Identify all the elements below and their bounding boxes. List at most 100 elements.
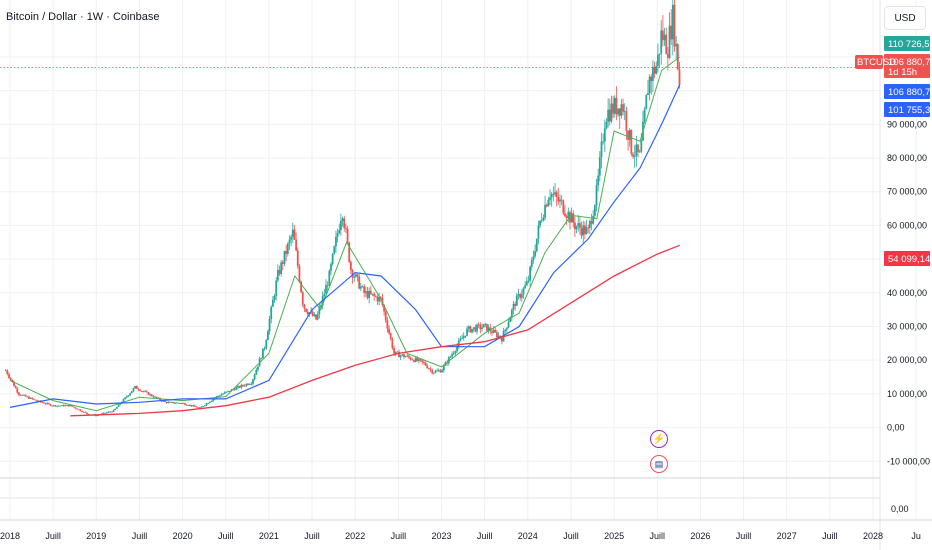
candle-body	[240, 384, 243, 388]
candle-body	[625, 111, 628, 131]
candle-body	[447, 357, 450, 364]
x-tick-label: 2026	[690, 531, 710, 541]
candle-body	[320, 305, 322, 308]
candle-body	[250, 383, 253, 385]
candle-body	[263, 348, 266, 350]
candle-body	[331, 253, 334, 265]
candle-body	[14, 386, 17, 389]
candle-body	[605, 122, 608, 129]
candle-body	[401, 354, 404, 356]
currency-selector[interactable]: USD	[884, 6, 926, 30]
candle-body	[632, 154, 634, 157]
candle-body	[6, 370, 9, 375]
candle-body	[555, 192, 558, 197]
candle-body	[179, 403, 181, 404]
candle-body	[442, 365, 445, 371]
candle-body	[145, 391, 148, 393]
candle-body	[544, 204, 546, 218]
candle-body	[660, 30, 663, 54]
candle-body	[471, 328, 473, 333]
candle-body	[283, 250, 286, 264]
candle-body	[426, 365, 429, 369]
candle-body	[388, 328, 390, 334]
candle-body	[11, 379, 14, 382]
y-tick-label: -10 000,00	[887, 456, 930, 466]
candle-body	[298, 266, 301, 282]
candle-body	[16, 388, 19, 393]
candle-body	[162, 400, 165, 402]
candle-body	[262, 348, 264, 359]
candle-body	[403, 354, 405, 358]
candle-body	[657, 54, 659, 66]
candle-body	[29, 397, 32, 399]
candle-body	[655, 65, 658, 74]
candle-body	[486, 323, 488, 331]
candle-body	[127, 395, 130, 397]
candle-body	[4, 370, 7, 372]
lightning-icon[interactable]: ⚡	[650, 430, 668, 448]
ma-mid-line	[9, 84, 681, 408]
candle-body	[189, 405, 191, 406]
candle-body	[574, 222, 576, 230]
price-label-box	[884, 102, 930, 117]
candle-body	[311, 311, 314, 316]
candle-body	[492, 329, 495, 334]
candle-body	[109, 411, 112, 413]
candle-body	[260, 358, 263, 360]
candle-body	[424, 362, 427, 366]
y-tick-label: 60 000,00	[887, 220, 927, 230]
candle-body	[547, 199, 550, 207]
candle-body	[585, 227, 588, 234]
candle-body	[175, 402, 178, 404]
x-tick-label: Juill	[649, 531, 665, 541]
y-tick-label: 30 000,00	[887, 321, 927, 331]
price-label: 106 880,71	[888, 87, 932, 98]
candle-body	[36, 400, 39, 402]
candle-body	[286, 243, 289, 254]
x-tick-label: 2025	[604, 531, 624, 541]
candle-body	[615, 97, 618, 115]
candle-body	[633, 156, 636, 157]
candle-body	[8, 374, 10, 378]
candle-body	[200, 406, 203, 408]
candle-body	[208, 401, 211, 404]
candle-body	[245, 383, 248, 386]
x-tick-label: 2021	[259, 531, 279, 541]
candle-body	[678, 69, 681, 85]
candle-body	[147, 392, 150, 396]
candle-body	[386, 320, 389, 329]
candle-body	[267, 331, 269, 341]
candle-body	[24, 394, 27, 397]
candle-body	[76, 408, 78, 410]
candle-body	[608, 109, 611, 122]
candle-body	[431, 369, 434, 374]
candle-body	[114, 408, 117, 411]
candle-body	[630, 130, 633, 155]
candle-body	[42, 402, 45, 404]
candle-body	[346, 228, 349, 243]
candle-body	[142, 390, 145, 392]
candle-body	[396, 351, 399, 353]
candle-body	[525, 281, 528, 286]
candle-body	[318, 307, 321, 315]
candle-body	[515, 295, 518, 306]
candle-body	[607, 109, 610, 123]
candle-body	[23, 394, 25, 396]
x-tick-label: 2027	[777, 531, 797, 541]
ma-slow-line	[70, 244, 680, 417]
candle-body	[197, 407, 200, 409]
candle-body	[512, 303, 515, 310]
candle-body	[132, 388, 135, 392]
candle-body	[358, 276, 361, 289]
candle-body	[193, 405, 196, 407]
candle-body	[587, 227, 590, 229]
candle-body	[481, 327, 483, 330]
candle-body	[482, 324, 485, 328]
x-tick-label: Juill	[132, 531, 148, 541]
candle-body	[670, 25, 673, 40]
candle-body	[658, 53, 661, 55]
candle-body	[378, 296, 380, 302]
us-flag-icon[interactable]: ▤	[650, 455, 668, 473]
candle-body	[242, 384, 244, 386]
